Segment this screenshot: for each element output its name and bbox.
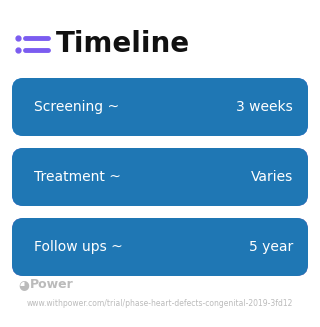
Text: Follow ups ~: Follow ups ~ — [34, 240, 123, 254]
Text: 5 year: 5 year — [249, 240, 293, 254]
FancyBboxPatch shape — [12, 218, 308, 276]
Text: www.withpower.com/trial/phase-heart-defects-congenital-2019-3fd12: www.withpower.com/trial/phase-heart-defe… — [27, 299, 293, 307]
Text: Screening ~: Screening ~ — [34, 100, 119, 114]
Text: ◕: ◕ — [18, 279, 29, 291]
Text: 3 weeks: 3 weeks — [236, 100, 293, 114]
FancyBboxPatch shape — [12, 148, 308, 206]
Text: Varies: Varies — [251, 170, 293, 184]
FancyBboxPatch shape — [12, 78, 308, 136]
Text: Timeline: Timeline — [56, 30, 190, 58]
Text: Power: Power — [30, 279, 74, 291]
Text: Treatment ~: Treatment ~ — [34, 170, 121, 184]
